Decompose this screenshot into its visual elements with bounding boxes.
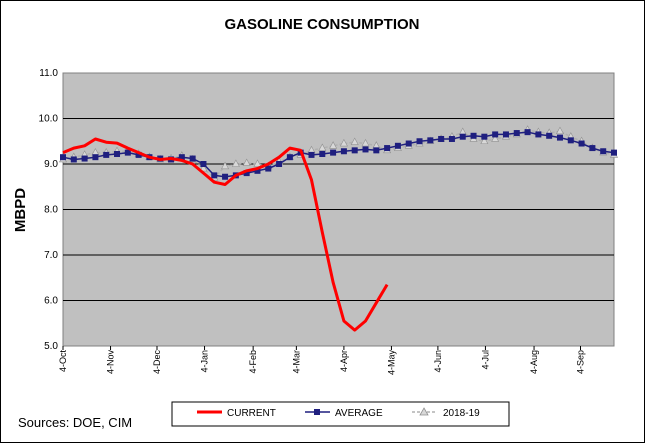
data-point-average: [222, 173, 229, 180]
y-tick-label: 7.0: [44, 250, 58, 261]
data-point-average: [513, 130, 520, 137]
data-point-average: [481, 133, 488, 140]
data-point-average: [600, 148, 607, 155]
data-point-average: [546, 132, 553, 139]
data-point-average: [308, 151, 315, 158]
data-point-average: [416, 138, 423, 145]
data-point-average: [438, 135, 445, 142]
data-point-average: [286, 154, 293, 161]
y-tick-label: 11.0: [39, 68, 58, 79]
data-point-average: [394, 142, 401, 149]
legend: CURRENT AVERAGE 2018-19: [171, 401, 510, 427]
data-point-average: [373, 147, 380, 154]
data-point-2018-19: [199, 163, 208, 172]
data-point-2018-19: [231, 159, 240, 167]
data-point-2018-19: [339, 138, 348, 147]
data-point-average: [103, 151, 110, 158]
x-tick-label: 4-Mar: [291, 350, 301, 374]
data-point-2018-19: [221, 161, 230, 170]
y-tick-label: 5.0: [44, 341, 58, 352]
legend-item-average: AVERAGE: [305, 408, 383, 419]
x-tick-label: 4-Aug: [529, 350, 539, 374]
chart-title: GASOLINE CONSUMPTION: [224, 16, 419, 33]
data-point-average: [60, 154, 66, 161]
data-point-average: [384, 145, 391, 152]
data-point-average: [611, 149, 617, 156]
data-point-average: [211, 172, 218, 179]
x-tick-label: 4-Jul: [480, 350, 490, 370]
legend-marker-average: [314, 409, 320, 415]
data-point-average: [556, 134, 563, 141]
x-tick-label: 4-Sep: [576, 350, 586, 374]
data-point-average: [135, 151, 142, 158]
data-point-2018-19: [555, 126, 564, 135]
legend-label-current: CURRENT: [227, 408, 276, 419]
data-point-average: [351, 147, 358, 154]
legend-label-2018-19: 2018-19: [443, 408, 480, 419]
y-tick-label: 10.0: [39, 114, 59, 125]
data-point-average: [330, 149, 337, 156]
data-point-average: [243, 170, 250, 177]
data-point-average: [276, 161, 283, 167]
y-axis-label: MBPD: [12, 188, 29, 232]
legend-label-average: AVERAGE: [335, 408, 383, 419]
data-point-2018-19: [242, 158, 251, 166]
data-point-average: [448, 135, 455, 142]
data-point-average: [567, 137, 574, 144]
data-point-average: [459, 133, 466, 140]
legend-box: [171, 401, 510, 427]
data-point-average: [340, 148, 347, 155]
y-tick-label: 6.0: [44, 296, 58, 307]
data-point-average: [405, 140, 412, 147]
legend-item-current: CURRENT: [197, 408, 276, 419]
data-point-average: [524, 129, 531, 136]
data-point-2018-19: [491, 134, 500, 142]
y-tick-label: 8.0: [44, 205, 58, 216]
x-tick-label: 4-Feb: [248, 350, 258, 374]
data-point-average: [114, 150, 121, 157]
data-point-2018-19: [318, 143, 327, 151]
x-tick-label: 4-Dec: [152, 350, 162, 375]
sources-note: Sources: DOE, CIM: [18, 415, 132, 430]
data-point-2018-19: [350, 137, 359, 145]
data-point-average: [189, 155, 196, 162]
data-point-average: [319, 150, 326, 157]
y-tick-labels: 5.0 6.0 7.0 8.0 9.0 10.0 11.0: [39, 68, 59, 352]
data-point-average: [427, 137, 434, 144]
data-point-average: [362, 146, 369, 153]
data-point-average: [492, 131, 499, 138]
x-tick-labels: 4-Oct 4-Nov 4-Dec 4-Jan 4-Feb 4-Mar 4-Apr 4-May…: [58, 346, 586, 375]
legend-marker-2018-19: [419, 407, 429, 416]
data-point-average: [178, 154, 185, 161]
data-point-2018-19: [361, 138, 370, 147]
data-point-2018-19: [329, 141, 338, 149]
series-layer: [58, 125, 619, 332]
data-point-average: [81, 155, 88, 162]
data-point-average: [470, 132, 477, 139]
data-point-average: [265, 165, 272, 172]
x-tick-label: 4-Apr: [339, 350, 349, 372]
data-point-average: [70, 156, 77, 163]
x-tick-label: 4-Oct: [58, 350, 68, 373]
legend-item-2018-19: 2018-19: [412, 407, 480, 419]
data-point-average: [92, 154, 99, 161]
data-point-average: [578, 140, 585, 147]
data-point-average: [589, 145, 596, 152]
y-tick-label: 9.0: [44, 159, 58, 170]
x-tick-label: 4-Jan: [200, 350, 210, 373]
data-point-average: [535, 131, 542, 138]
gridlines: [63, 118, 614, 301]
data-point-average: [200, 161, 207, 167]
data-point-average: [124, 149, 131, 156]
x-tick-label: 4-Jun: [433, 350, 443, 373]
series-line-current: [62, 137, 389, 332]
data-point-average: [254, 167, 261, 174]
data-point-average: [502, 131, 509, 138]
data-point-2018-19: [480, 136, 489, 145]
x-tick-label: 4-Nov: [106, 350, 116, 375]
x-tick-label: 4-May: [386, 350, 396, 376]
data-point-2018-19: [253, 159, 262, 167]
